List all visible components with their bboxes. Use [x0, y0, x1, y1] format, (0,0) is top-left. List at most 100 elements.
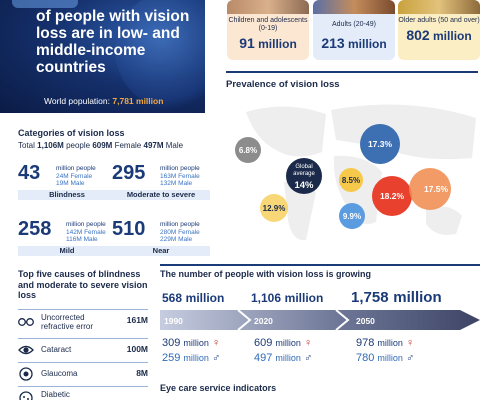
category-value: 258	[18, 218, 52, 240]
age-card-adults: Adults (20-49) 213 million	[313, 0, 395, 60]
global-average-circle	[286, 158, 322, 194]
cause-name: Uncorrected refractive error	[41, 313, 94, 331]
year-1990: 1990	[164, 316, 183, 326]
global-average-value: 14%	[294, 180, 314, 191]
map-eurasia	[331, 104, 476, 160]
total-2020: 1,106 million	[251, 291, 324, 305]
category-female: 24M Female	[56, 173, 93, 180]
female-icon: ♀	[304, 337, 313, 349]
male-icon: ♂	[212, 352, 221, 364]
region-value: 12.9%	[263, 204, 286, 213]
categories-title: Categories of vision loss	[18, 128, 125, 138]
world-population-label: World population:	[44, 96, 110, 106]
category-unit: million people	[160, 221, 200, 228]
glasses-icon	[18, 318, 34, 326]
region-circle-high-income	[235, 137, 261, 163]
map-australia	[426, 206, 462, 235]
growth-title: The number of people with vision loss is…	[160, 269, 372, 279]
category-unit: million people	[160, 165, 200, 172]
cause-value: 100M	[126, 344, 148, 354]
glaucoma-icon	[19, 367, 33, 381]
cause-row: Glaucoma 8M	[18, 362, 148, 384]
female-icon: ♀	[406, 337, 415, 349]
diabetic-icon	[19, 391, 33, 400]
category-value: 43	[18, 162, 41, 184]
male-2020: 497 million ♂	[254, 352, 313, 364]
age-card-value: 213 million	[321, 35, 387, 51]
category-female: 280M Female	[160, 229, 200, 236]
female-1990: 309 million ♀	[162, 337, 221, 349]
adults-photo	[313, 0, 395, 14]
global-average-label: Global average	[293, 164, 315, 177]
category-label: Mild	[18, 246, 116, 256]
female-icon: ♀	[212, 337, 221, 349]
year-2050: 2050	[356, 316, 375, 326]
region-circle-central-asia	[360, 124, 400, 164]
age-card-value: 91 million	[239, 35, 297, 51]
male-icon: ♂	[406, 352, 415, 364]
headline-percent-cut	[12, 0, 78, 8]
category-value: 295	[112, 162, 146, 184]
male-2050: 780 million ♂	[356, 352, 415, 364]
timeline-arrow	[160, 309, 480, 331]
older-adults-photo	[398, 0, 480, 14]
age-card-older-adults: Older adults (50 and over) 802 million	[398, 0, 480, 60]
region-circle-north-africa	[339, 168, 363, 192]
category-female: 142M Female	[66, 229, 106, 236]
category-label: Near	[112, 246, 210, 256]
male-icon: ♂	[304, 352, 313, 364]
category-male: 132M Male	[160, 180, 193, 187]
cause-value: 8M	[136, 368, 148, 378]
region-circle-south-asia	[372, 176, 412, 216]
world-map: 6.8% Global average 14% 17.3% 8.5% 12.9% …	[235, 104, 476, 241]
children-photo	[227, 0, 309, 14]
divider	[226, 71, 478, 73]
hero-panel: of people with vision loss are in low- a…	[0, 0, 205, 113]
category-female: 163M Female	[160, 173, 200, 180]
male-1990: 259 million ♂	[162, 352, 221, 364]
category-label: Blindness	[18, 190, 116, 200]
age-card-label: Children and adolescents (0-19)	[228, 17, 308, 32]
age-card-children: Children and adolescents (0-19) 91 milli…	[227, 0, 309, 60]
female-2050: 978 million ♀	[356, 337, 415, 349]
age-card-label: Older adults (50 and over)	[398, 17, 480, 24]
map-south-america	[284, 180, 316, 241]
region-value: 17.5%	[424, 184, 449, 194]
cause-value: 161M	[126, 315, 148, 325]
total-1990: 568 million	[162, 291, 225, 305]
region-value: 18.2%	[380, 191, 405, 201]
category-male: 229M Male	[160, 236, 193, 243]
cause-name: Diabetic	[41, 390, 70, 399]
region-circle-southeast-asia	[409, 168, 451, 210]
divider	[160, 264, 480, 266]
category-unit: million people	[66, 221, 106, 228]
category-male: 116M Male	[66, 236, 98, 243]
region-value: 17.3%	[368, 139, 393, 149]
category-unit: million people	[56, 165, 96, 172]
prevalence-title: Prevalence of vision loss	[226, 79, 340, 90]
age-card-label: Adults (20-49)	[332, 21, 376, 28]
region-value: 9.9%	[343, 212, 361, 221]
region-circles: 6.8% Global average 14% 17.3% 8.5% 12.9% …	[235, 124, 451, 229]
world-population-value: 7,781 million	[112, 96, 164, 106]
hero-headline: of people with vision loss are in low- a…	[36, 8, 190, 76]
cause-row: Uncorrected refractive error 161M	[18, 309, 148, 331]
year-2020: 2020	[254, 316, 273, 326]
female-2020: 609 million ♀	[254, 337, 313, 349]
total-2050: 1,758 million	[351, 289, 442, 306]
category-male: 19M Male	[56, 180, 85, 187]
eye-icon	[18, 345, 34, 355]
region-circle-sub-saharan-africa	[339, 203, 365, 229]
region-value: 8.5%	[342, 176, 360, 185]
causes-title: Top five causes of blindness and moderat…	[18, 269, 148, 300]
map-north-america	[246, 106, 326, 157]
world-population: World population: 7,781 million	[44, 96, 163, 106]
eye-care-title: Eye care service indicators	[160, 383, 277, 393]
cause-name: Cataract	[41, 345, 72, 354]
category-value: 510	[112, 218, 146, 240]
cause-row: Diabetic	[18, 386, 148, 400]
category-label: Moderate to severe	[112, 190, 210, 200]
age-card-value: 802 million	[406, 27, 472, 43]
region-value: 6.8%	[239, 146, 257, 155]
cause-name: Glaucoma	[41, 369, 78, 378]
